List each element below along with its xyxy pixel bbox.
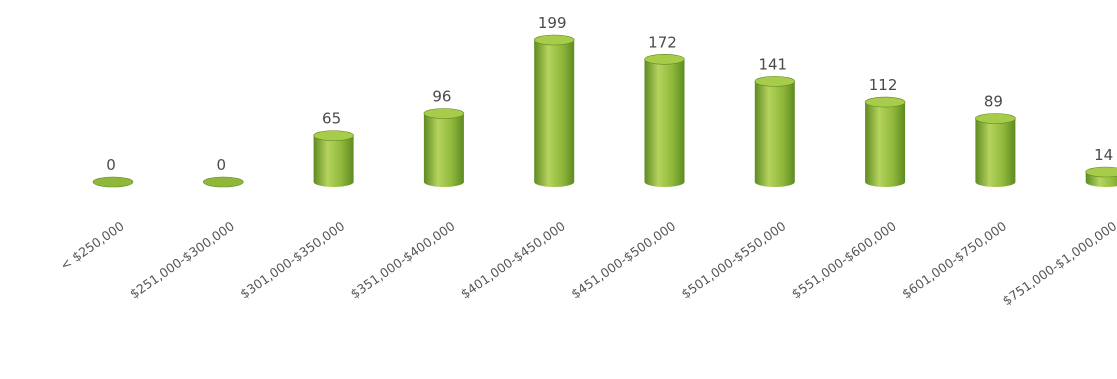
bar <box>754 76 796 187</box>
bar-top <box>203 176 244 188</box>
bar-top <box>864 96 906 108</box>
data-label: 0 <box>106 156 116 174</box>
data-label: 199 <box>538 14 567 32</box>
data-label: 14 <box>1094 146 1113 164</box>
x-tick-label: $301,000-$350,000 <box>237 218 347 301</box>
tick-labels-layer: < $250,000 $251,000-$300,000 $301,000-$350… <box>57 218 1117 308</box>
bar <box>313 130 354 187</box>
bar-top <box>423 108 465 119</box>
x-tick-label: $401,000-$450,000 <box>458 218 568 301</box>
bar-top <box>754 76 796 87</box>
bar-top <box>533 34 575 46</box>
bar <box>864 96 906 187</box>
bars-layer <box>92 34 1117 188</box>
bar <box>92 176 134 188</box>
bar-top <box>92 176 134 188</box>
bar-body <box>644 59 685 188</box>
bar-top <box>975 113 1016 124</box>
data-label: 172 <box>648 33 677 51</box>
x-tick-label: $351,000-$400,000 <box>348 218 458 301</box>
bar-body <box>423 113 464 187</box>
x-tick-label: $501,000-$550,000 <box>678 218 788 301</box>
bar <box>423 108 465 187</box>
data-label: 112 <box>869 76 898 94</box>
bar <box>533 34 575 187</box>
bar-body <box>865 102 906 187</box>
bar-top <box>644 53 685 65</box>
bar-body <box>534 40 575 187</box>
bar <box>203 176 244 188</box>
x-tick-label: $251,000-$300,000 <box>127 218 237 301</box>
data-label: 65 <box>322 110 341 128</box>
x-tick-label: < $250,000 <box>57 218 126 273</box>
bar-top <box>313 130 354 141</box>
bar-top <box>1085 166 1117 178</box>
bar-body <box>313 135 354 187</box>
bar <box>644 53 685 188</box>
bar-body <box>754 81 795 187</box>
data-label: 96 <box>432 87 451 105</box>
value-labels-layer: 0 0 65 96 199 172 141 112 89 14 <box>106 14 1113 174</box>
bar-body <box>975 118 1016 187</box>
data-label: 141 <box>758 55 787 73</box>
x-tick-label: $451,000-$500,000 <box>568 218 678 301</box>
x-tick-label: $751,000-$1,000,000 <box>1000 218 1117 308</box>
bar <box>1085 166 1117 187</box>
data-label: 0 <box>217 156 227 174</box>
data-label: 89 <box>984 92 1003 110</box>
x-tick-label: $551,000-$600,000 <box>789 218 899 301</box>
x-tick-label: $601,000-$750,000 <box>899 218 1009 301</box>
bar <box>975 113 1016 187</box>
